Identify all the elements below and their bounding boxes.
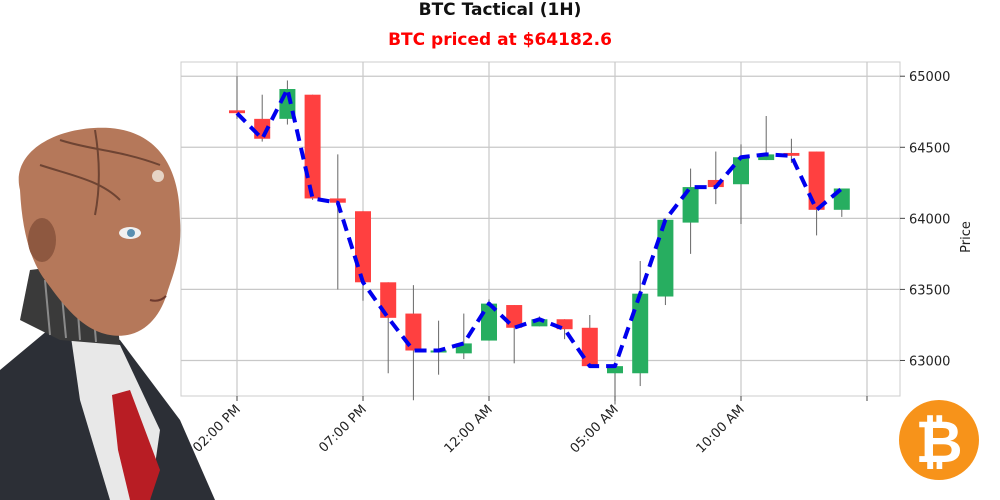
candle-body-up xyxy=(531,319,548,327)
chart-subtitle: BTC priced at $64182.6 xyxy=(388,30,612,50)
candle-body-up xyxy=(632,293,649,374)
robot-head-light xyxy=(152,170,164,182)
plot-border xyxy=(180,61,901,397)
candles xyxy=(229,76,850,405)
candle-body-down xyxy=(808,151,825,210)
bitcoin-coin-circle xyxy=(899,400,979,480)
y-tick-label: 64500 xyxy=(909,141,950,156)
y-tick-label: 65000 xyxy=(909,70,950,85)
bitcoin-glyph: ₿ xyxy=(915,408,962,476)
x-tick-label: 02:00 PM xyxy=(190,402,243,455)
x-axis-ticks: 02:00 PM 07:00 PM 12:00 AM 05:00 AM 10:00 AM xyxy=(190,396,868,456)
chart-title: BTC Tactical (1H) xyxy=(419,0,582,20)
y-axis-label: Price xyxy=(959,221,974,253)
robot-iris xyxy=(127,229,135,237)
candle-body-down xyxy=(329,198,346,203)
y-axis-ticks: 63000 63500 64000 64500 65000 xyxy=(900,70,950,369)
y-tick-label: 63000 xyxy=(909,354,950,369)
candle-body-down xyxy=(581,327,598,367)
robot-ear xyxy=(28,218,56,262)
robot-mouth xyxy=(149,295,167,302)
x-tick-label: 10:00 AM xyxy=(694,402,748,456)
y-tick-label: 64000 xyxy=(909,212,950,227)
ma-polyline xyxy=(235,87,844,369)
y-tick-label: 63500 xyxy=(909,283,950,298)
candle-body-down xyxy=(405,313,422,351)
robot-head-seams xyxy=(39,129,161,216)
robot-tie xyxy=(112,390,160,500)
x-tick-label: 12:00 AM xyxy=(442,402,496,456)
gridlines xyxy=(181,62,900,396)
candle-body-up xyxy=(682,187,699,223)
candle-body-up xyxy=(607,366,623,374)
candle-body-down xyxy=(556,319,573,330)
plot-frame xyxy=(180,61,901,397)
candle-body-down xyxy=(783,152,800,156)
candle-body-down xyxy=(229,110,245,114)
candle-body-up xyxy=(455,343,472,354)
candle-body-up xyxy=(733,157,749,185)
candle-body-down xyxy=(304,94,321,199)
bitcoin-coin-icon: ₿ xyxy=(899,400,979,480)
x-tick-label: 05:00 AM xyxy=(568,402,622,456)
candle-body-down xyxy=(707,179,724,188)
robot-head xyxy=(18,127,181,336)
robot-figure xyxy=(0,127,215,500)
candle-body-up xyxy=(758,154,775,161)
candle-body-down xyxy=(355,211,371,283)
candle-body-up xyxy=(657,219,674,297)
moving-average-line xyxy=(235,87,844,369)
x-tick-label: 07:00 PM xyxy=(316,402,369,455)
robot-cables xyxy=(44,267,97,343)
